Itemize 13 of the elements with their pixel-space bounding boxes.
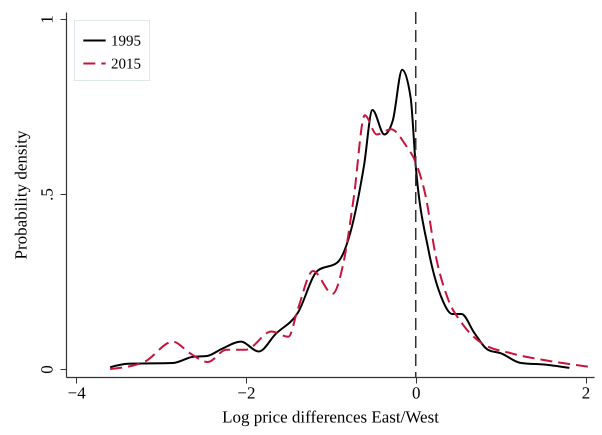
legend-label: 1995	[111, 34, 141, 50]
line-series	[109, 68, 570, 369]
x-axis-title: Log price differences East/West	[222, 408, 440, 426]
x-tick-label: −4	[68, 384, 86, 402]
y-tick-label: .5	[38, 188, 56, 201]
legend-label: 2015	[111, 56, 141, 72]
x-tick-label: 2	[582, 384, 590, 402]
line-series	[109, 114, 591, 370]
y-tick-label: 1	[38, 15, 56, 24]
y-tick-label: 0	[38, 365, 56, 374]
x-tick-label: −2	[237, 384, 256, 402]
x-tick-label: 0	[412, 384, 420, 402]
y-axis-title: Probability density	[12, 130, 30, 260]
